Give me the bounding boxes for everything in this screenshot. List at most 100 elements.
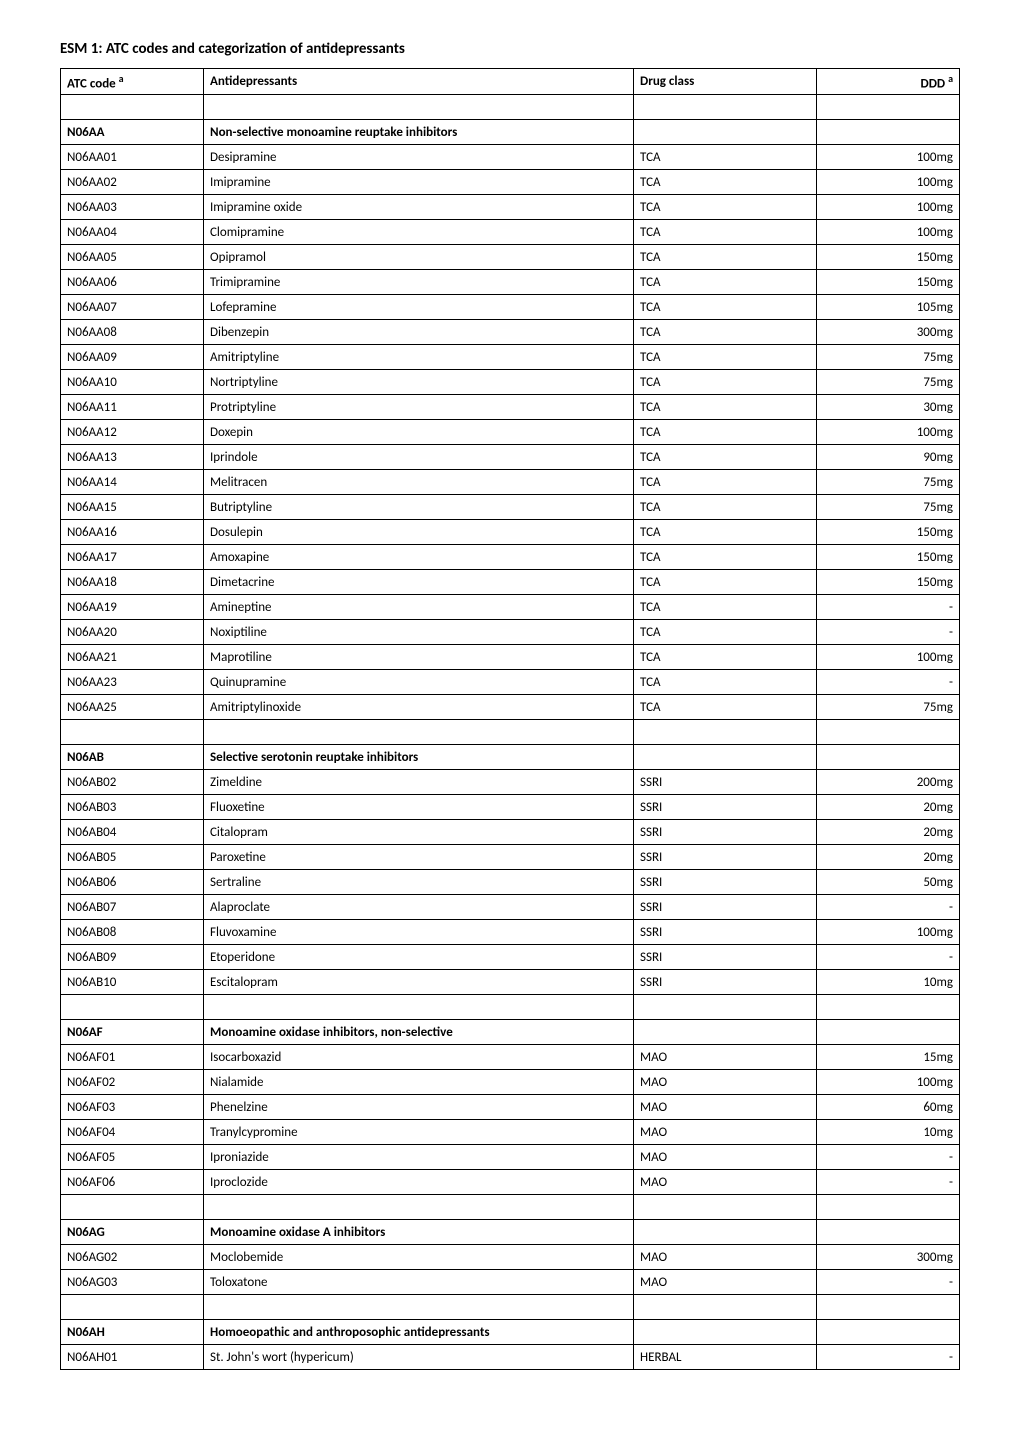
- cell-ddd: 100mg: [817, 645, 960, 670]
- cell-name: Lofepramine: [204, 295, 634, 320]
- header-row: ATC code a Antidepressants Drug class DD…: [61, 69, 960, 95]
- cell-atc: N06AF04: [61, 1120, 204, 1145]
- section-label: Monoamine oxidase A inhibitors: [204, 1220, 634, 1245]
- table-row: N06AA11ProtriptylineTCA30mg: [61, 395, 960, 420]
- cell-ddd: -: [817, 945, 960, 970]
- cell-name: Opipramol: [204, 245, 634, 270]
- table-row: N06AA19AmineptineTCA-: [61, 595, 960, 620]
- cell-atc: N06AB08: [61, 920, 204, 945]
- cell-ddd: 75mg: [817, 370, 960, 395]
- cell-name: Amineptine: [204, 595, 634, 620]
- cell-atc: N06AB10: [61, 970, 204, 995]
- cell-ddd: 150mg: [817, 270, 960, 295]
- table-row: N06AB07AlaproclateSSRI-: [61, 895, 960, 920]
- cell-name: Fluvoxamine: [204, 920, 634, 945]
- cell-ddd: -: [817, 595, 960, 620]
- cell-name: Amitriptylinoxide: [204, 695, 634, 720]
- cell-atc: N06AA15: [61, 495, 204, 520]
- empty-row: [61, 1295, 960, 1320]
- cell-atc: N06AB09: [61, 945, 204, 970]
- cell-class: TCA: [634, 295, 817, 320]
- cell-atc: N06AG02: [61, 1245, 204, 1270]
- col-ddd: DDD a: [817, 69, 960, 95]
- cell-ddd: 30mg: [817, 395, 960, 420]
- cell-class: SSRI: [634, 820, 817, 845]
- table-row: N06AA16DosulepinTCA150mg: [61, 520, 960, 545]
- cell-atc: N06AG03: [61, 1270, 204, 1295]
- cell-atc: N06AA14: [61, 470, 204, 495]
- cell-class: HERBAL: [634, 1345, 817, 1370]
- table-row: N06AA17AmoxapineTCA150mg: [61, 545, 960, 570]
- table-row: N06AA18DimetacrineTCA150mg: [61, 570, 960, 595]
- cell-ddd: 200mg: [817, 770, 960, 795]
- cell-name: Protriptyline: [204, 395, 634, 420]
- cell-ddd: -: [817, 895, 960, 920]
- cell-atc: N06AB02: [61, 770, 204, 795]
- cell-class: TCA: [634, 620, 817, 645]
- cell-name: Zimeldine: [204, 770, 634, 795]
- cell-atc: N06AA04: [61, 220, 204, 245]
- cell-ddd: -: [817, 670, 960, 695]
- cell-class: MAO: [634, 1270, 817, 1295]
- cell-atc: N06AH01: [61, 1345, 204, 1370]
- table-row: N06AG03ToloxatoneMAO-: [61, 1270, 960, 1295]
- cell-ddd: 15mg: [817, 1045, 960, 1070]
- cell-atc: N06AA25: [61, 695, 204, 720]
- table-row: N06AF03PhenelzineMAO60mg: [61, 1095, 960, 1120]
- cell-ddd: 150mg: [817, 545, 960, 570]
- cell-atc: N06AA17: [61, 545, 204, 570]
- table-row: N06AA04ClomipramineTCA100mg: [61, 220, 960, 245]
- cell-atc: N06AF01: [61, 1045, 204, 1070]
- table-row: N06AA12DoxepinTCA100mg: [61, 420, 960, 445]
- cell-atc: N06AB06: [61, 870, 204, 895]
- section-code: N06AF: [61, 1020, 204, 1045]
- cell-atc: N06AA23: [61, 670, 204, 695]
- cell-atc: N06AB07: [61, 895, 204, 920]
- cell-name: Dibenzepin: [204, 320, 634, 345]
- cell-class: TCA: [634, 195, 817, 220]
- cell-ddd: 20mg: [817, 820, 960, 845]
- cell-name: Nialamide: [204, 1070, 634, 1095]
- cell-atc: N06AA13: [61, 445, 204, 470]
- cell-ddd: 20mg: [817, 845, 960, 870]
- cell-ddd: -: [817, 1270, 960, 1295]
- cell-ddd: 100mg: [817, 920, 960, 945]
- table-row: N06AA13IprindoleTCA90mg: [61, 445, 960, 470]
- table-row: N06AA10NortriptylineTCA75mg: [61, 370, 960, 395]
- cell-ddd: -: [817, 1145, 960, 1170]
- cell-ddd: -: [817, 620, 960, 645]
- table-row: N06AA06TrimipramineTCA150mg: [61, 270, 960, 295]
- cell-atc: N06AA18: [61, 570, 204, 595]
- cell-class: TCA: [634, 345, 817, 370]
- section-code: N06AH: [61, 1320, 204, 1345]
- cell-ddd: 75mg: [817, 495, 960, 520]
- cell-name: Etoperidone: [204, 945, 634, 970]
- empty-row: [61, 95, 960, 120]
- table-row: N06AB04CitalopramSSRI20mg: [61, 820, 960, 845]
- cell-class: TCA: [634, 695, 817, 720]
- cell-atc: N06AF02: [61, 1070, 204, 1095]
- cell-name: Alaproclate: [204, 895, 634, 920]
- table-row: N06AA21MaprotilineTCA100mg: [61, 645, 960, 670]
- cell-name: Moclobemide: [204, 1245, 634, 1270]
- cell-name: Melitracen: [204, 470, 634, 495]
- section-row: N06AFMonoamine oxidase inhibitors, non-s…: [61, 1020, 960, 1045]
- table-row: N06AA20NoxiptilineTCA-: [61, 620, 960, 645]
- empty-row: [61, 995, 960, 1020]
- cell-name: Sertraline: [204, 870, 634, 895]
- cell-class: SSRI: [634, 770, 817, 795]
- cell-name: Phenelzine: [204, 1095, 634, 1120]
- cell-name: Butriptyline: [204, 495, 634, 520]
- cell-name: Iproniazide: [204, 1145, 634, 1170]
- table-row: N06AB05ParoxetineSSRI20mg: [61, 845, 960, 870]
- cell-name: Doxepin: [204, 420, 634, 445]
- cell-atc: N06AA01: [61, 145, 204, 170]
- cell-name: Tranylcypromine: [204, 1120, 634, 1145]
- table-row: N06AB10EscitalopramSSRI10mg: [61, 970, 960, 995]
- cell-class: MAO: [634, 1095, 817, 1120]
- cell-ddd: 75mg: [817, 695, 960, 720]
- cell-class: SSRI: [634, 945, 817, 970]
- section-row: N06ABSelective serotonin reuptake inhibi…: [61, 745, 960, 770]
- cell-ddd: 300mg: [817, 1245, 960, 1270]
- cell-class: MAO: [634, 1245, 817, 1270]
